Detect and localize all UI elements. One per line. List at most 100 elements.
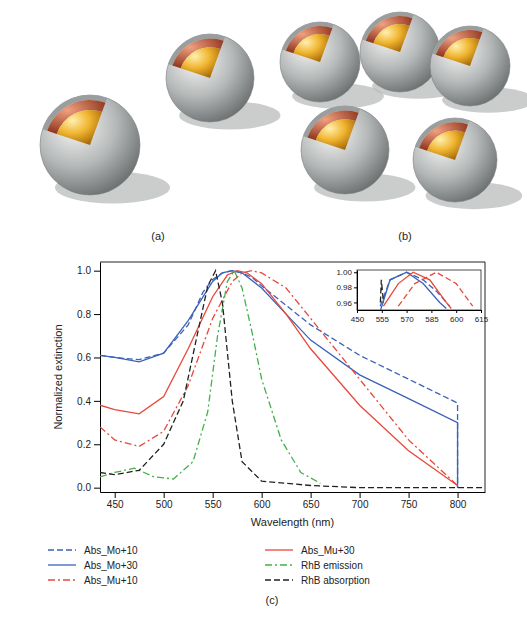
panel-label: (a) — [151, 230, 164, 242]
legend-label: Abs_Mo+30 — [84, 560, 138, 571]
tick-label: 0.4 — [77, 396, 91, 407]
tick: 0.0 — [77, 482, 100, 493]
axis-line — [358, 310, 482, 311]
tick-mark — [311, 492, 312, 498]
particle-shell — [430, 26, 510, 106]
particle-shell — [166, 34, 254, 122]
tick-label: 700 — [352, 499, 369, 510]
particle-shell — [280, 22, 360, 102]
series-line — [380, 280, 383, 303]
series-line — [100, 271, 320, 484]
tick: 500 — [156, 492, 173, 510]
inset: 450 555 570 585 600 615 0.96 0.98 1.00 — [336, 268, 488, 323]
tick: 450 — [107, 492, 124, 510]
tick-mark — [115, 492, 116, 498]
particle-shell — [301, 106, 389, 194]
particle-shell — [413, 118, 497, 202]
tick-mark — [456, 310, 457, 313]
tick: 0.96 — [336, 299, 357, 308]
tick-label: 600 — [450, 315, 464, 324]
tick-mark — [354, 287, 357, 288]
tick-label: 0.6 — [77, 352, 91, 363]
x-axis: 450 500 550 600 650 700 750 800 — [101, 492, 486, 510]
tick-mark — [94, 488, 100, 489]
tick-label: 0.8 — [77, 309, 91, 320]
inset-plot-area — [380, 272, 473, 310]
series-line — [100, 271, 482, 488]
panel-label: (c) — [266, 594, 279, 606]
legend-swatch — [48, 564, 76, 565]
particle-shell — [40, 95, 140, 195]
tick: 0.8 — [77, 309, 100, 320]
tick-mark — [382, 310, 383, 313]
particle-core — [181, 47, 221, 78]
tick-mark — [164, 492, 165, 498]
tick-label: 0.0 — [77, 482, 91, 493]
particle-core — [293, 34, 329, 62]
plot-area — [100, 271, 482, 488]
legend-swatch — [265, 549, 293, 550]
particle-core — [316, 119, 356, 150]
y-axis: 0.00.20.40.60.81.0 — [77, 263, 100, 494]
series-line — [383, 272, 451, 308]
tick: 0.6 — [77, 352, 100, 363]
tick-mark — [94, 444, 100, 445]
tick-label: 1.00 — [336, 268, 352, 277]
tick: 650 — [303, 492, 320, 510]
axis-line — [357, 271, 358, 311]
tick-label: 550 — [205, 499, 222, 510]
tick: 555 — [376, 310, 390, 324]
tick-mark — [262, 492, 263, 498]
tick-label: 585 — [425, 315, 439, 324]
tick: 0.2 — [77, 439, 100, 450]
tick-mark — [481, 310, 482, 313]
particle-core — [373, 24, 409, 52]
tick-label: 0.98 — [336, 283, 352, 292]
particle-core — [443, 38, 479, 66]
tick: 600 — [254, 492, 271, 510]
axis-line — [101, 492, 486, 493]
tick-mark — [458, 492, 459, 498]
tick: 0.4 — [77, 396, 100, 407]
tick-label: 750 — [401, 499, 418, 510]
tick-label: 0.96 — [336, 299, 352, 308]
tick-mark — [354, 302, 357, 303]
series-line — [398, 272, 472, 306]
tick: 450 — [351, 310, 365, 324]
chart: 450 500 550 600 650 700 750 800 0.0 0.2 0.4 0.6 0.8 1… — [48, 262, 486, 586]
particle-core — [427, 131, 465, 160]
legend-label: Abs_Mu+30 — [301, 545, 355, 556]
tick-mark — [354, 272, 357, 273]
y-axis-title: Normalized extinction — [52, 324, 64, 429]
particle-core — [57, 110, 102, 145]
legend: Abs_Mo+10Abs_Mo+30Abs_Mu+10Abs_Mu+30RhB … — [48, 545, 370, 586]
tick: 600 — [450, 310, 464, 324]
tick-label: 0.2 — [77, 439, 91, 450]
frame — [485, 262, 486, 492]
tick-label: 800 — [450, 499, 467, 510]
inset-background — [357, 270, 481, 310]
legend-swatch — [48, 549, 76, 550]
inset-x-axis: 450 555 570 585 600 615 — [351, 310, 489, 324]
tick: 550 — [205, 492, 222, 510]
axis-line — [100, 263, 101, 493]
tick-label: 650 — [303, 499, 320, 510]
legend-label: RhB absorption — [301, 575, 370, 586]
panel-label: (b) — [398, 230, 411, 242]
tick: 570 — [400, 310, 414, 324]
tick-label: 600 — [254, 499, 271, 510]
tick: 700 — [352, 492, 369, 510]
legend-label: RhB emission — [301, 560, 363, 571]
legend-label: Abs_Mo+10 — [84, 545, 138, 556]
tick: 1.00 — [336, 268, 357, 277]
tick: 0.98 — [336, 283, 357, 292]
frame — [100, 262, 485, 263]
tick: 800 — [450, 492, 467, 510]
inset-y-axis: 0.96 0.98 1.00 — [336, 268, 357, 310]
tick-mark — [431, 310, 432, 313]
tick-mark — [94, 314, 100, 315]
tick-label: 555 — [376, 315, 390, 324]
tick-mark — [409, 492, 410, 498]
tick: 615 — [475, 310, 489, 324]
tick-label: 450 — [107, 499, 124, 510]
